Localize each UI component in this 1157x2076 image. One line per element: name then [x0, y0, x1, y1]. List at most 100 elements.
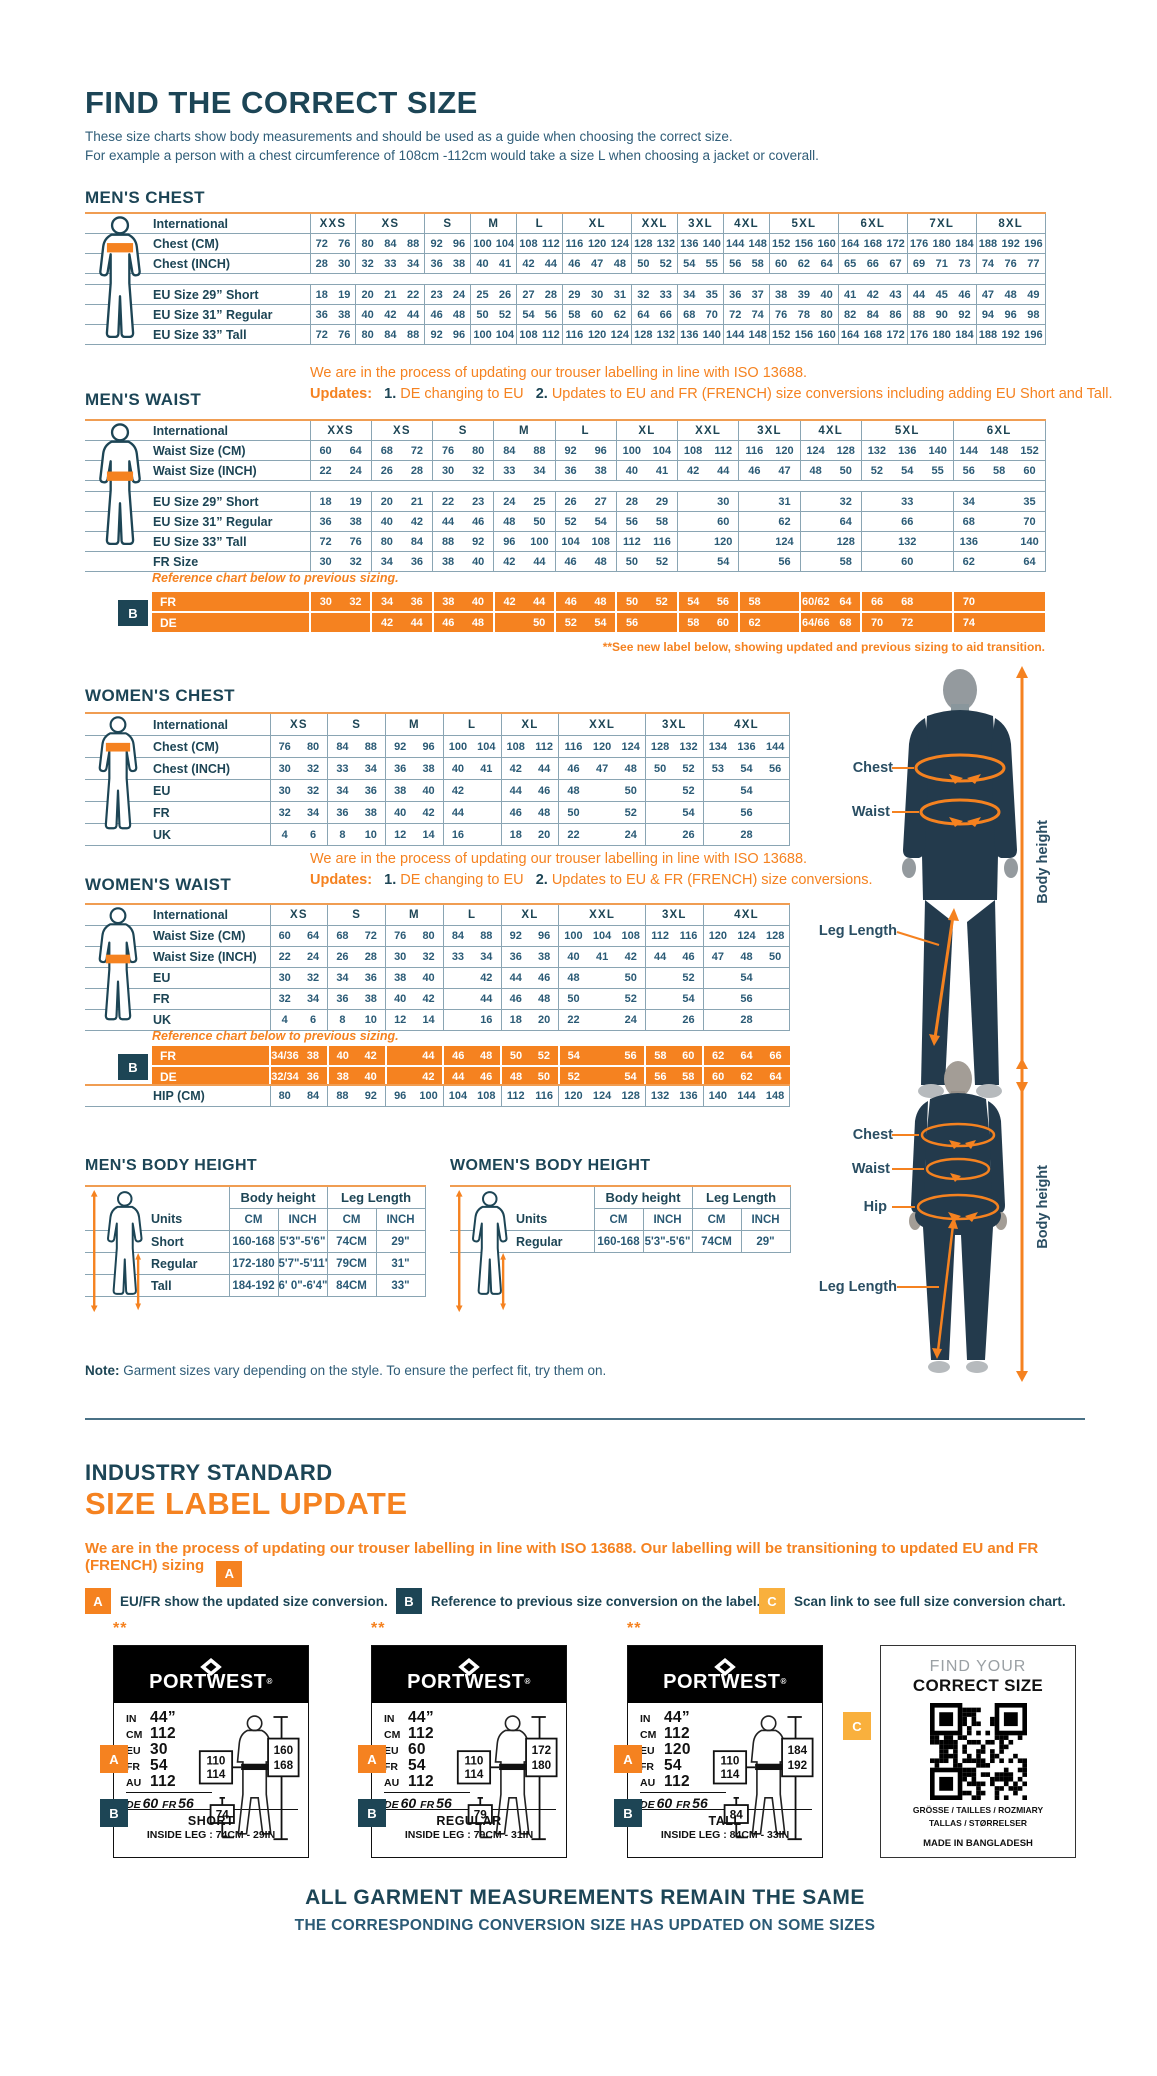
table-cell: 120 [587, 735, 617, 758]
table-cell: 72 [309, 531, 341, 552]
label-stat: FR 54 [640, 1757, 682, 1774]
table-cell: 76 [768, 304, 793, 325]
table-cell [644, 779, 675, 802]
table-cell [472, 801, 502, 824]
table-cell: 19 [340, 491, 372, 512]
table-cell: 18 [309, 284, 333, 305]
table-cell: 48 [732, 946, 761, 968]
table-cell: 56 [615, 511, 647, 532]
table-cell: 16 [472, 1009, 502, 1031]
section-divider [85, 1418, 1085, 1420]
legacy-cell: 36 [401, 592, 433, 613]
legacy-cell [384, 1046, 415, 1067]
table-cell [587, 801, 617, 824]
table-cell: 46 [953, 284, 977, 305]
table-cell: 50 [644, 757, 675, 780]
bh-cell: 79CM [326, 1252, 377, 1275]
table-cell: 40 [355, 304, 379, 325]
table-cell: 100 [615, 440, 647, 461]
row-label: HIP (CM) [85, 1085, 270, 1107]
label-stat: AU 112 [640, 1773, 690, 1790]
table-cell: 144 [760, 735, 790, 758]
table-cell: 116 [562, 324, 586, 345]
fit-name: REGULAR [436, 1814, 502, 1828]
table-cell: 78 [792, 304, 816, 325]
table-cell: 136 [732, 735, 761, 758]
table-cell: 76 [340, 531, 372, 552]
table-cell: 58 [646, 511, 678, 532]
label-legacy-line: DE 60 FR 56 [126, 1795, 194, 1811]
size-group-header: 3XL [677, 213, 724, 234]
table-cell: 44 [432, 511, 464, 532]
legacy-cell: 44 [442, 1066, 473, 1086]
table-cell [587, 967, 617, 989]
table-cell [760, 988, 790, 1010]
table-cell: 46 [500, 988, 530, 1010]
row-label: UK [85, 1009, 270, 1031]
table-cell: 36 [554, 460, 586, 481]
legacy-cell: 64 [732, 1046, 761, 1067]
table-cell [677, 551, 709, 572]
table-cell: 20 [370, 491, 402, 512]
legacy-cell: 54 [557, 1046, 588, 1067]
womens-waist-reference-note: Reference chart below to previous sizing… [152, 1029, 399, 1043]
table-cell [472, 823, 502, 846]
table-cell: 196 [1022, 324, 1046, 345]
table-cell: 156 [792, 233, 816, 254]
legacy-cell: 32/34 [269, 1066, 299, 1086]
table-cell: 20 [355, 284, 379, 305]
table-cell: 47 [585, 253, 609, 274]
legacy-cell: 34 [370, 592, 402, 613]
table-cell: 35 [1014, 491, 1046, 512]
table-cell: 36 [327, 801, 357, 824]
table-cell: 192 [999, 324, 1023, 345]
table-cell: 38 [385, 779, 415, 802]
table-cell: 47 [769, 460, 801, 481]
table-cell: 56 [732, 988, 761, 1010]
legacy-cell [983, 592, 1015, 613]
table-cell: 30 [585, 284, 609, 305]
table-cell: 98 [1022, 304, 1046, 325]
table-cell: 32 [298, 967, 328, 989]
portwest-logo: PORTWEST® [114, 1646, 308, 1703]
table-cell [442, 1009, 473, 1031]
table-cell: 80 [815, 304, 839, 325]
size-group-header: S [431, 420, 494, 441]
table-cell: 184 [953, 324, 977, 345]
table-cell: 33 [493, 460, 525, 481]
qr-card: FIND YOUR CORRECT SIZE GRÖSSE / TAILLES … [880, 1645, 1076, 1858]
table-cell: 148 [983, 440, 1015, 461]
label-stat: FR 54 [126, 1757, 168, 1774]
table-cell: 42 [500, 757, 530, 780]
legacy-cell [384, 1066, 415, 1086]
table-cell: 62 [952, 551, 984, 572]
table-cell [860, 551, 892, 572]
svg-text:84: 84 [730, 1809, 743, 1822]
label-stat: CM 112 [640, 1725, 690, 1742]
table-cell: 44 [644, 946, 675, 968]
table-cell [738, 531, 770, 552]
legacy-cell: 64 [760, 1066, 790, 1086]
table-cell: 6 [298, 823, 328, 846]
table-cell: 77 [1022, 253, 1046, 274]
size-group-header: XXS [309, 420, 372, 441]
table-cell: 30 [708, 491, 739, 512]
table-cell [799, 511, 831, 532]
legacy-cell: 46 [472, 1066, 502, 1086]
spacer [85, 480, 1046, 492]
table-cell: 44 [906, 284, 931, 305]
label-stat: IN 44” [126, 1709, 176, 1726]
table-cell: 132 [644, 1085, 675, 1107]
size-label-card-tall: PORTWEST® IN 44” CM 112 EU 120 FR 54 AU 112 DE 60 FR 5… [614, 1645, 823, 1858]
legacy-cell: 74 [952, 612, 984, 632]
table-cell: 88 [432, 531, 464, 552]
table-cell: 31 [608, 284, 632, 305]
size-group-header: XXL [631, 213, 678, 234]
size-group-header: 4XL [702, 904, 790, 926]
legacy-cell: 58 [674, 1066, 704, 1086]
table-cell: 40 [414, 779, 444, 802]
table-cell: 16 [442, 823, 473, 846]
table-cell: 50 [616, 779, 646, 802]
table-cell: 38 [432, 551, 464, 572]
